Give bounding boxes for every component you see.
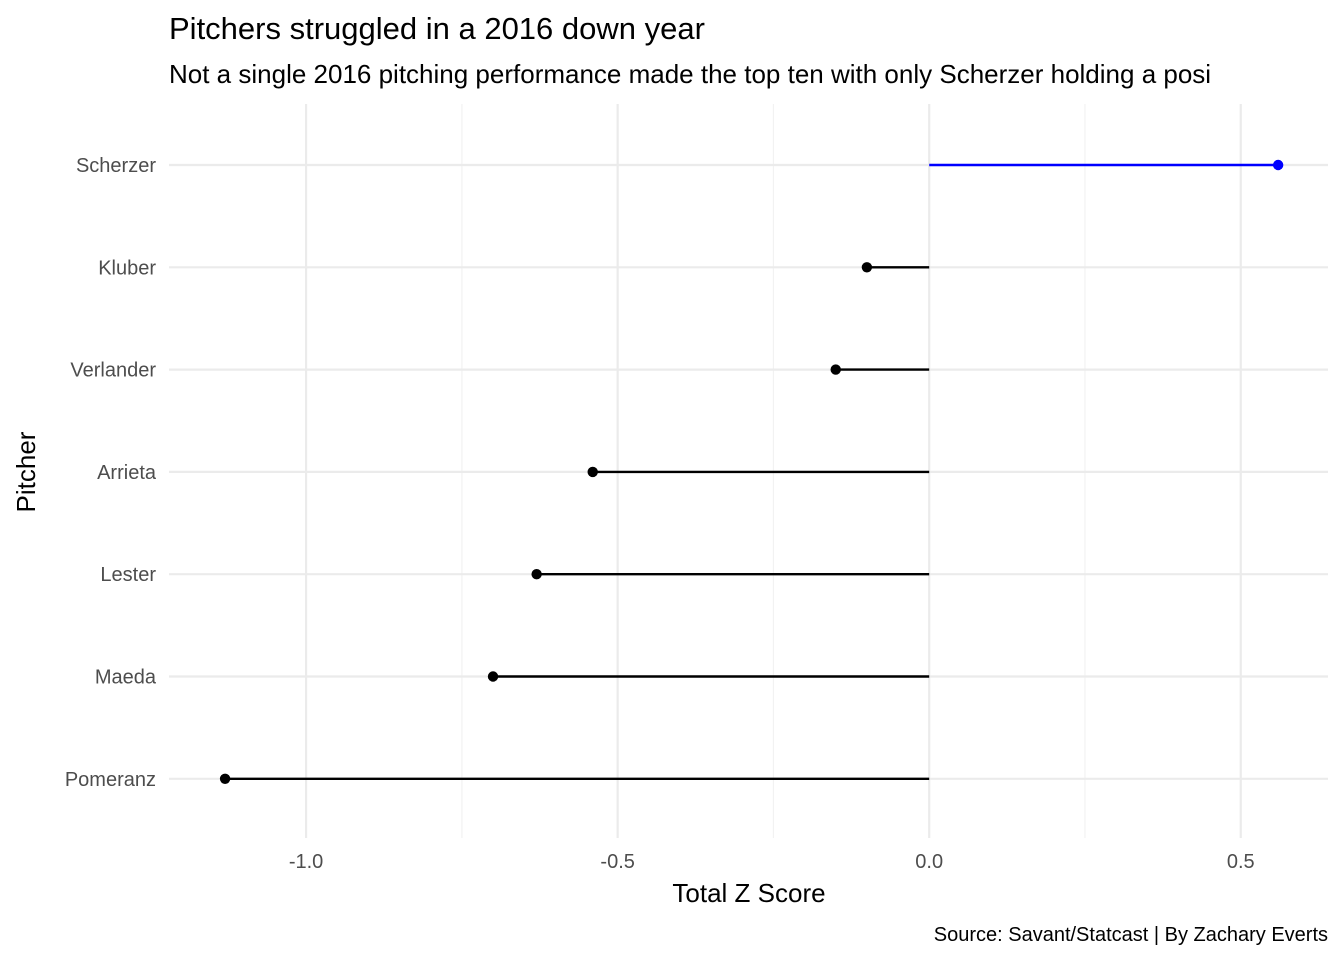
point-lester (531, 569, 542, 580)
x-axis-title: Total Z Score (672, 878, 825, 908)
x-tick-label: -0.5 (600, 851, 634, 873)
x-tick-label: 0.0 (915, 851, 943, 873)
lollipop-stems (225, 163, 1279, 780)
y-tick-label: Arrieta (97, 462, 157, 484)
point-maeda (487, 671, 499, 682)
y-tick-label: Lester (100, 564, 156, 586)
x-tick-label: -1.0 (289, 851, 323, 873)
chart-subtitle: Not a single 2016 pitching performance m… (169, 59, 1211, 89)
y-tick-label: Pomeranz (65, 769, 156, 791)
point-verlander (830, 364, 841, 375)
point-scherzer (1272, 159, 1284, 171)
y-axis-tick-labels: Scherzer Kluber Verlander Arrieta Lester Maed… (65, 155, 157, 791)
x-tick-label: 0.5 (1227, 851, 1255, 873)
lollipop-points (219, 159, 1284, 784)
y-axis-title: Pitcher (11, 431, 41, 512)
x-axis-tick-labels: -1.0 -0.5 0.0 0.5 (289, 851, 1255, 873)
chart-title: Pitchers struggled in a 2016 down year (169, 11, 705, 46)
y-tick-label: Kluber (98, 257, 156, 279)
chart-caption: Source: Savant/Statcast | By Zachary Eve… (934, 924, 1328, 946)
point-kluber (861, 262, 873, 273)
point-pomeranz (219, 773, 231, 784)
y-tick-label: Verlander (70, 360, 156, 382)
y-tick-label: Maeda (95, 667, 157, 689)
point-arrieta (587, 466, 598, 478)
y-tick-label: Scherzer (76, 155, 156, 177)
